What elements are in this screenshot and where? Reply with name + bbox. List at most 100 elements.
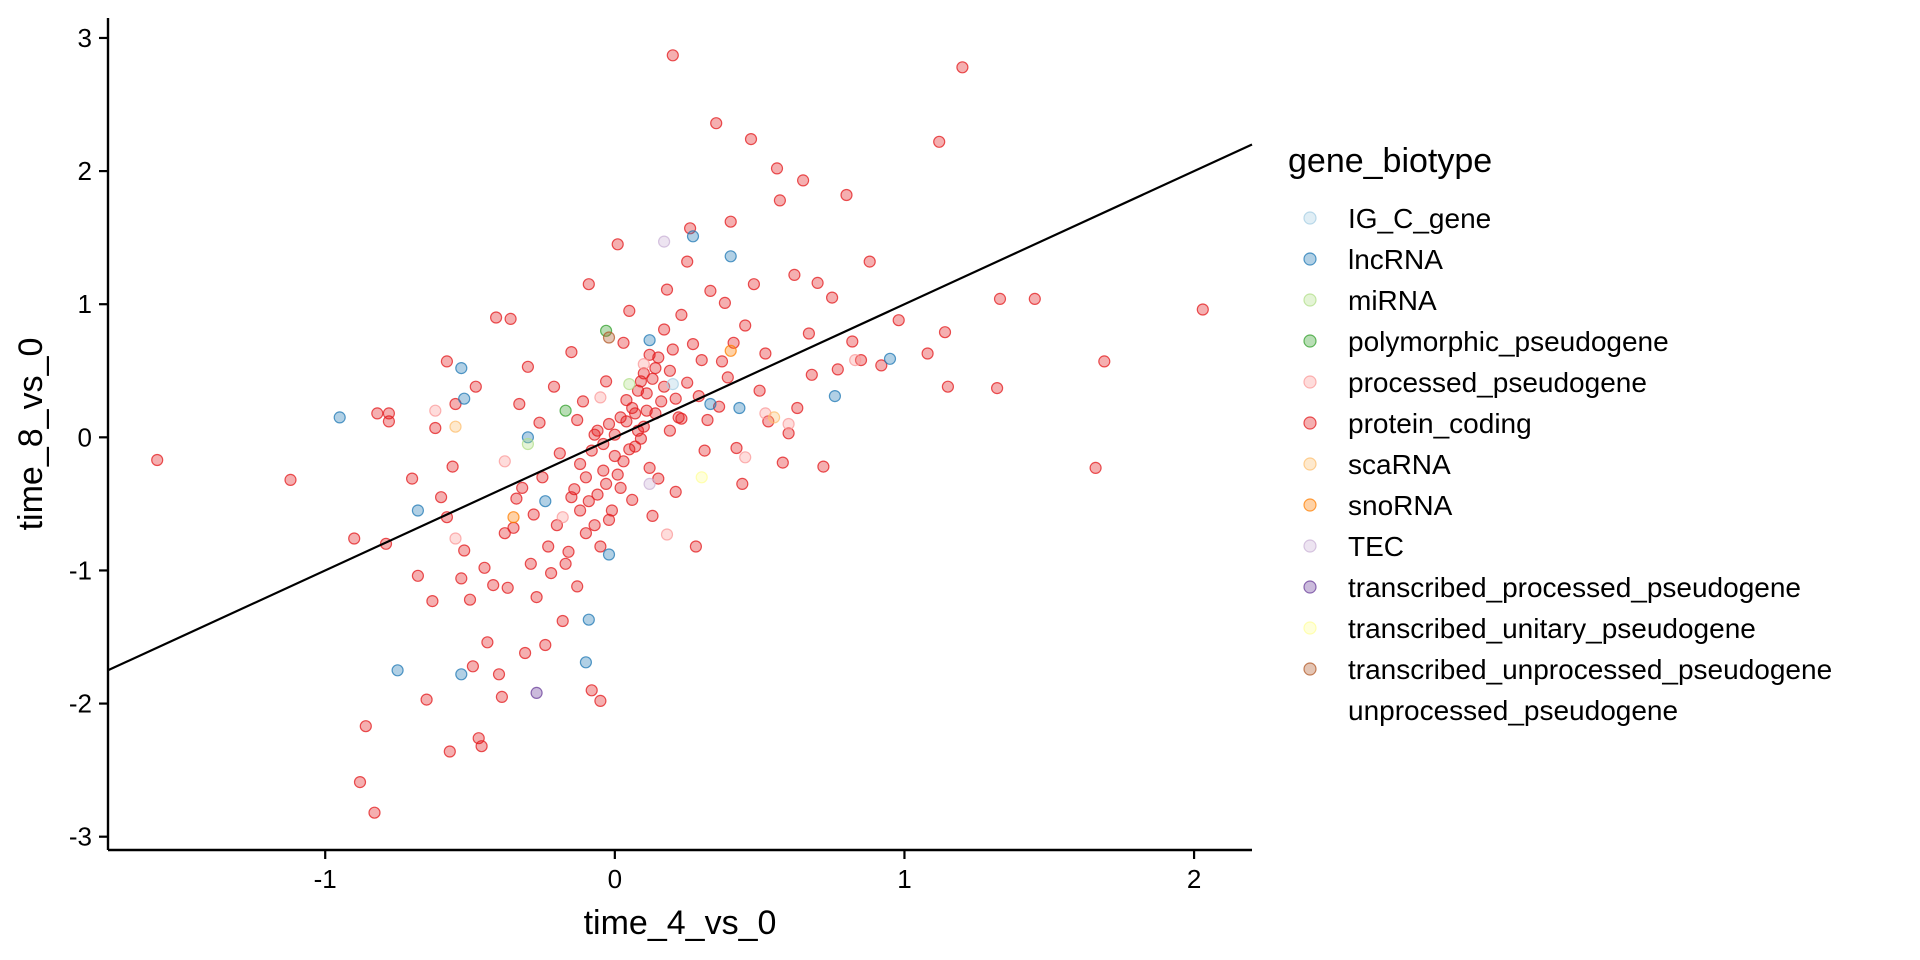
- data-point: [739, 319, 752, 332]
- legend-title: gene_biotype: [1288, 142, 1492, 180]
- data-point: [420, 693, 433, 706]
- legend-swatch: [1303, 416, 1317, 430]
- data-point: [466, 660, 479, 673]
- legend-label: transcribed_unitary_pseudogene: [1348, 613, 1756, 644]
- data-point: [449, 397, 462, 411]
- data-point: [573, 457, 587, 471]
- data-point: [643, 477, 656, 490]
- data-point: [411, 504, 424, 517]
- data-point: [469, 380, 482, 393]
- data-point: [933, 135, 946, 148]
- data-point: [481, 636, 494, 649]
- legend-entry: transcribed_processed_pseudogene: [1303, 572, 1801, 603]
- data-point: [626, 493, 639, 506]
- data-point: [559, 404, 572, 417]
- data-point: [435, 491, 448, 504]
- legend-label: transcribed_processed_pseudogene: [1348, 572, 1801, 603]
- data-point: [455, 362, 468, 375]
- data-point: [831, 363, 844, 376]
- legend-entry: lncRNA: [1303, 244, 1443, 275]
- data-point: [594, 540, 607, 553]
- data-point: [524, 557, 537, 570]
- data-point: [663, 364, 677, 377]
- legend-label: processed_pseudogene: [1348, 367, 1647, 398]
- legend-label: transcribed_unprocessed_pseudogene: [1348, 654, 1832, 685]
- data-point: [776, 456, 789, 469]
- data-point: [828, 390, 842, 403]
- data-point: [602, 331, 616, 344]
- data-point: [643, 461, 656, 474]
- data-point: [371, 407, 384, 420]
- data-point: [594, 391, 607, 404]
- data-point: [458, 392, 471, 405]
- series-scaRNA: [449, 411, 781, 433]
- data-point: [498, 455, 511, 468]
- data-point: [675, 412, 688, 425]
- data-point: [733, 401, 746, 415]
- data-point: [788, 268, 801, 281]
- x-tick-label: 2: [1187, 864, 1201, 894]
- legend-label: snoRNA: [1348, 490, 1453, 521]
- data-point: [530, 686, 543, 700]
- data-point: [539, 638, 552, 652]
- data-point: [956, 61, 969, 74]
- data-point: [736, 477, 749, 490]
- points-layer: [151, 49, 1209, 819]
- data-point: [333, 411, 346, 424]
- data-point: [579, 527, 593, 540]
- legend-swatch: [1303, 539, 1317, 553]
- data-point: [623, 378, 636, 391]
- data-point: [617, 336, 630, 349]
- legend-entry: miRNA: [1303, 285, 1437, 316]
- data-point: [747, 278, 761, 291]
- data-point: [449, 532, 462, 545]
- data-point: [883, 352, 897, 365]
- legend-entry: IG_C_gene: [1303, 203, 1491, 234]
- data-point: [571, 580, 584, 593]
- data-point: [547, 380, 561, 393]
- data-point: [602, 548, 616, 561]
- data-point: [614, 481, 627, 494]
- data-point: [773, 194, 787, 207]
- data-point: [669, 392, 682, 405]
- y-tick-label: -3: [69, 822, 92, 852]
- series-TEC: [643, 235, 671, 490]
- data-point: [721, 371, 734, 384]
- data-point: [623, 304, 636, 317]
- data-point: [605, 504, 619, 517]
- data-point: [553, 447, 566, 460]
- data-point: [284, 473, 297, 486]
- data-point: [681, 255, 694, 268]
- data-point: [1196, 303, 1209, 316]
- legend-label: miRNA: [1348, 285, 1437, 316]
- data-point: [623, 443, 636, 456]
- data-point: [487, 578, 500, 592]
- data-point: [440, 355, 453, 368]
- data-point: [698, 444, 711, 457]
- data-point: [695, 471, 708, 484]
- data-point: [521, 360, 535, 373]
- data-point: [657, 323, 671, 336]
- data-point: [849, 354, 862, 367]
- data-point: [565, 491, 578, 504]
- series-polymorphic_pseudogene: [559, 324, 613, 417]
- data-point: [666, 343, 679, 356]
- x-tick-label: 0: [608, 864, 622, 894]
- data-point: [643, 348, 656, 361]
- legend-swatch: [1303, 621, 1317, 635]
- data-point: [591, 488, 604, 501]
- data-point: [565, 346, 578, 359]
- legend-label: scaRNA: [1348, 449, 1451, 480]
- data-point: [449, 420, 462, 433]
- legend-entry: snoRNA: [1303, 490, 1453, 521]
- data-point: [689, 540, 703, 553]
- data-point: [368, 806, 381, 819]
- legend-entry: protein_coding: [1303, 408, 1532, 439]
- data-point: [817, 460, 830, 473]
- legend-label: polymorphic_pseudogene: [1348, 326, 1669, 357]
- data-point: [704, 284, 717, 297]
- data-point: [657, 235, 671, 248]
- data-point: [530, 590, 543, 604]
- data-point: [571, 413, 584, 427]
